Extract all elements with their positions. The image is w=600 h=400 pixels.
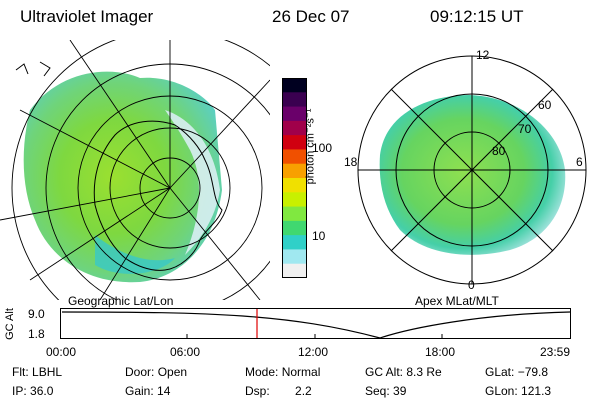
colorbar-segment xyxy=(282,135,307,150)
uv-emission-left xyxy=(23,71,223,283)
mlt-label-6: 6 xyxy=(576,155,583,169)
instrument-title: Ultraviolet Imager xyxy=(20,7,154,26)
colorbar-segment xyxy=(282,120,307,136)
colorbar-segment xyxy=(282,92,307,108)
colorbar-segment xyxy=(282,78,307,93)
seq-info: Seq: 39 xyxy=(365,384,407,398)
colorbar-segment xyxy=(282,192,307,208)
color-scale-bar xyxy=(282,78,307,278)
glat-info: GLat: −79.8 xyxy=(485,365,549,379)
time-label: 09:12:15 UT xyxy=(430,7,524,26)
filter-info: Flt: LBHL xyxy=(12,365,63,379)
colorbar-tick-10: 10 xyxy=(312,229,326,243)
timeline-plot xyxy=(60,308,571,339)
colorbar-unit-label: photon cm⁻²s⁻¹ xyxy=(304,108,317,185)
colorbar-segment xyxy=(282,220,307,236)
timeline-xtick-0000: 00:00 xyxy=(46,345,77,359)
geographic-panel-label: Geographic Lat/Lon xyxy=(68,294,174,308)
colorbar-segment xyxy=(282,235,307,250)
timeline-ytick-1-8: 1.8 xyxy=(28,327,45,341)
timeline-axis-label: GC Alt xyxy=(3,308,16,340)
door-info: Door: Open xyxy=(125,365,188,379)
apex-panel-label: Apex MLat/MLT xyxy=(415,294,499,308)
colorbar-segment xyxy=(282,163,307,179)
colorbar-segment xyxy=(282,106,307,122)
mlt-label-12: 12 xyxy=(476,48,490,62)
mlat-label-60: 60 xyxy=(538,98,552,112)
gain-info: Gain: 14 xyxy=(125,384,171,398)
dsp-info: Dsp: 2.2 xyxy=(245,384,312,398)
mlat-label-70: 70 xyxy=(518,122,532,136)
apex-mlat-mlt-map: 12 18 6 0 60 70 80 xyxy=(344,48,587,292)
colorbar-segment xyxy=(282,249,307,265)
colorbar-segment xyxy=(282,149,307,165)
mlt-label-18: 18 xyxy=(344,155,358,169)
orbit-altitude-curve xyxy=(61,311,571,339)
timeline-xtick-1200: 12:00 xyxy=(298,345,329,359)
colorbar-segment xyxy=(282,206,307,222)
timeline-xtick-1800: 18:00 xyxy=(425,345,456,359)
timeline-xtick-0600: 06:00 xyxy=(170,345,201,359)
uv-cyan-region-left xyxy=(95,235,175,274)
mode-info: Mode: Normal xyxy=(245,365,321,379)
mlt-label-0: 0 xyxy=(468,278,475,292)
gc-alt-info: GC Alt: 8.3 Re xyxy=(365,365,442,379)
date-label: 26 Dec 07 xyxy=(272,7,350,26)
colorbar-segment xyxy=(282,178,307,193)
ip-info: IP: 36.0 xyxy=(12,384,54,398)
timeline-ytick-9: 9.0 xyxy=(28,307,45,321)
coastline xyxy=(93,120,223,271)
uv-faint-region-left xyxy=(165,110,220,255)
geographic-map xyxy=(0,40,270,300)
colorbar-tick-100: 100 xyxy=(312,141,333,155)
colorbar-segment xyxy=(282,263,307,278)
glon-info: GLon: 121.3 xyxy=(485,384,552,398)
mlat-label-80: 80 xyxy=(492,144,506,158)
timeline-xtick-2359: 23:59 xyxy=(540,345,571,359)
